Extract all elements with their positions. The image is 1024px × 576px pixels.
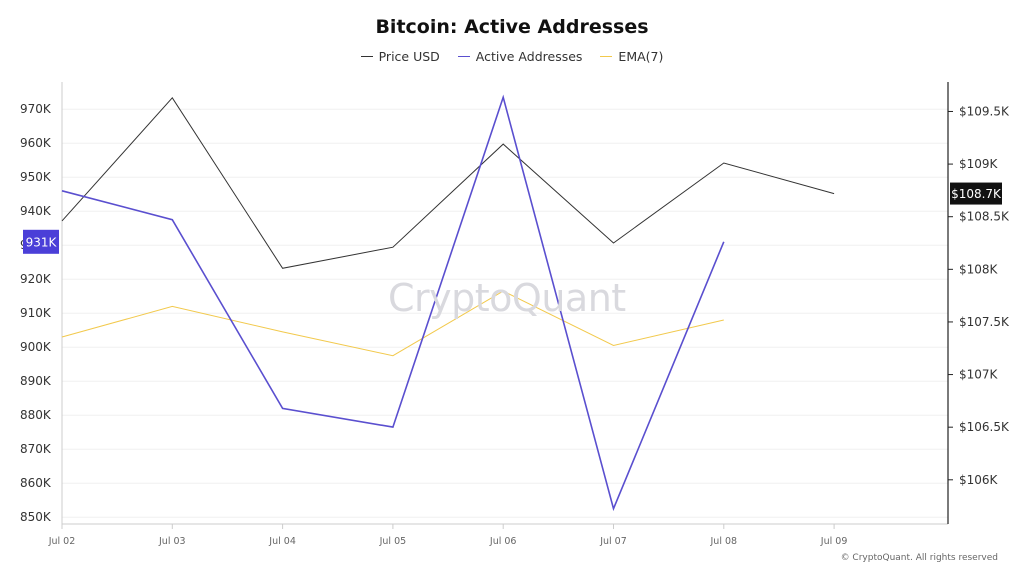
series-line-ema [61, 290, 724, 357]
right-axis-tick-label: $108K [959, 262, 999, 276]
right-axis-tick-label: $107K [959, 368, 999, 382]
legend-swatch-price [360, 56, 373, 57]
left-axis-tick-label: 890K [20, 374, 52, 388]
left-axis-tick-label: 920K [20, 272, 52, 286]
left-axis-tick-label: 910K [20, 306, 52, 320]
left-axis-tick-label: 950K [20, 170, 52, 184]
right-axis-tick-label: $109K [959, 157, 999, 171]
legend-label-price: Price USD [378, 49, 440, 64]
value-flags: 931K $108.7K [23, 182, 1002, 254]
x-axis-tick-label: Jul 09 [820, 536, 848, 547]
left-axis-tick-label: 960K [20, 136, 52, 150]
right-current-value-label: $108.7K [951, 187, 1002, 201]
chart-title: Bitcoin: Active Addresses [375, 16, 649, 38]
copyright-notice: © CryptoQuant. All rights reserved [840, 553, 998, 563]
legend-item-active-addresses[interactable]: Active Addresses [457, 49, 583, 64]
legend-swatch-active-addresses [457, 56, 470, 57]
x-axis-tick-label: Jul 05 [379, 536, 407, 547]
legend-swatch-ema [600, 56, 613, 57]
x-axis-tick-label: Jul 08 [710, 536, 738, 547]
x-axis-tick-label: Jul 06 [489, 536, 517, 547]
right-axis-tick-label: $106K [959, 473, 999, 487]
right-axis-tick-label: $106.5K [959, 420, 1010, 434]
x-axis-tick-label: Jul 02 [48, 536, 76, 547]
left-axis-tick-label: 900K [20, 340, 52, 354]
grid [62, 108, 948, 518]
left-current-value-label: 931K [26, 235, 58, 249]
series-line-active-addresses [61, 94, 725, 512]
x-axis-tick-label: Jul 04 [268, 536, 296, 547]
left-axis-tick-label: 850K [20, 510, 52, 524]
right-current-value-flag [950, 182, 1002, 205]
legend-item-price[interactable]: Price USD [360, 49, 440, 64]
left-current-value-flag [23, 229, 59, 254]
legend-label-active-addresses: Active Addresses [475, 49, 583, 64]
watermark: CryptoQuant [388, 276, 626, 320]
left-axis-tick-label: 880K [20, 408, 52, 422]
x-axis-tick-label: Jul 07 [599, 536, 627, 547]
left-axis-tick-label: 860K [20, 476, 52, 490]
series-line-price [61, 96, 835, 269]
x-axis-tick-label: Jul 03 [158, 536, 186, 547]
right-axis-tick-label: $109.5K [959, 104, 1010, 118]
series-layer [61, 94, 835, 512]
legend: Price USD Active Addresses EMA(7) [0, 49, 1024, 64]
legend-item-ema[interactable]: EMA(7) [600, 49, 663, 64]
legend-label-ema: EMA(7) [618, 49, 664, 64]
left-axis-tick-label: 870K [20, 442, 52, 456]
right-axis-tick-label: $108.5K [959, 210, 1010, 224]
axes: 850K860K870K880K890K900K910K920K930K940K… [20, 82, 1010, 547]
left-axis-tick-label: 970K [20, 102, 52, 116]
left-axis-tick-label: 940K [20, 204, 52, 218]
right-axis-tick-label: $107.5K [959, 315, 1010, 329]
